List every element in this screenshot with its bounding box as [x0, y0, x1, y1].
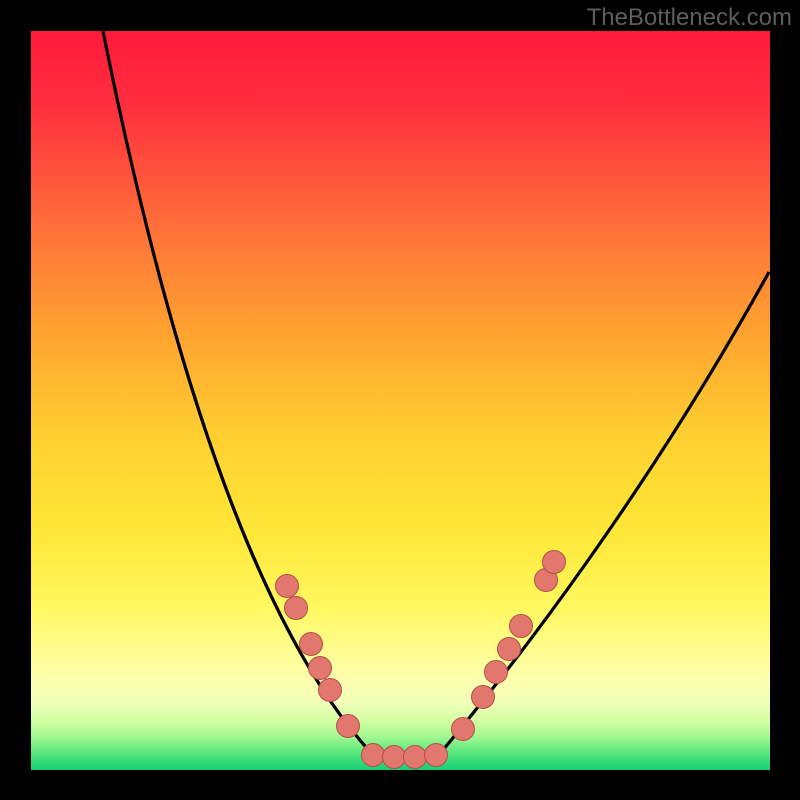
curve-marker	[309, 657, 332, 680]
bottleneck-chart	[0, 0, 800, 800]
curve-marker	[300, 633, 323, 656]
curve-marker	[276, 575, 299, 598]
curve-marker	[337, 715, 360, 738]
curve-marker	[485, 661, 508, 684]
curve-marker	[383, 746, 406, 769]
curve-marker	[319, 679, 342, 702]
curve-marker	[404, 746, 427, 769]
curve-marker	[510, 615, 533, 638]
curve-marker	[452, 718, 475, 741]
chart-container: TheBottleneck.com	[0, 0, 800, 800]
curve-marker	[362, 744, 385, 767]
curve-marker	[543, 551, 566, 574]
curve-marker	[498, 638, 521, 661]
chart-background-gradient	[31, 31, 770, 770]
curve-marker	[425, 744, 448, 767]
attribution-text: TheBottleneck.com	[587, 4, 792, 32]
curve-marker	[285, 597, 308, 620]
curve-marker	[472, 686, 495, 709]
